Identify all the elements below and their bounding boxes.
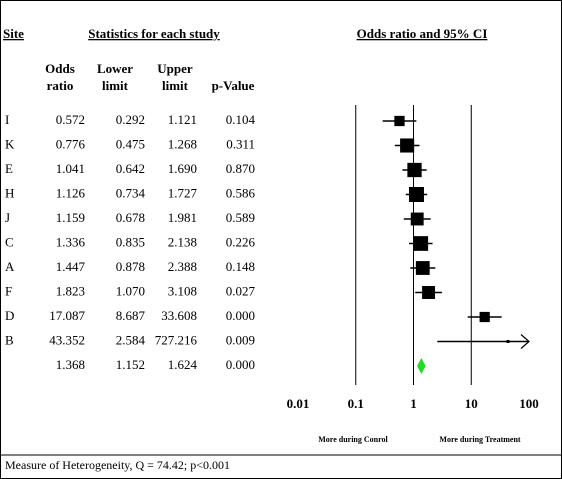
p-cell: 0.226: [226, 234, 256, 249]
odds-cell: 1.126: [56, 185, 86, 200]
odds-cell: 1.336: [56, 234, 86, 249]
lower-cell: 0.835: [116, 234, 145, 249]
stats-header: Statistics for each study: [88, 26, 220, 41]
column-header: Odds: [45, 61, 75, 76]
odds-box: [400, 138, 415, 153]
upper-cell: 2.138: [168, 234, 197, 249]
summary-cell: 1.368: [56, 357, 85, 372]
odds-box: [410, 212, 424, 226]
upper-cell: 2.388: [168, 259, 197, 274]
p-cell: 0.586: [226, 185, 256, 200]
site-header: Site: [3, 26, 24, 41]
lower-cell: 0.734: [116, 185, 146, 200]
odds-cell: 0.776: [56, 136, 86, 151]
column-header: limit: [102, 78, 129, 93]
x-tick-label: 0.01: [287, 396, 310, 411]
lower-cell: 0.878: [116, 259, 145, 274]
site-label: J: [5, 210, 10, 225]
site-label: I: [5, 112, 9, 127]
column-header: p-Value: [212, 78, 255, 93]
lower-cell: 1.070: [116, 283, 145, 298]
odds-cell: 1.041: [56, 161, 85, 176]
x-tick-label: 100: [519, 396, 539, 411]
site-label: F: [5, 283, 12, 298]
upper-cell: 33.608: [161, 308, 197, 323]
summary-cell: 1.624: [168, 357, 198, 372]
left-note: More during Conrol: [318, 435, 388, 444]
odds-box: [506, 340, 510, 343]
site-label: C: [5, 234, 14, 249]
p-cell: 0.311: [226, 136, 255, 151]
odds-box: [415, 261, 430, 275]
upper-cell: 3.108: [168, 283, 197, 298]
site-label: E: [5, 161, 13, 176]
odds-box: [422, 286, 436, 299]
p-cell: 0.027: [226, 283, 256, 298]
p-cell: 0.000: [226, 308, 255, 323]
p-cell: 0.148: [226, 259, 255, 274]
p-cell: 0.589: [226, 210, 255, 225]
odds-box: [407, 162, 422, 178]
odds-box: [394, 115, 405, 127]
column-header: ratio: [47, 78, 74, 93]
odds-box: [408, 187, 424, 202]
x-tick-label: 0.1: [348, 396, 364, 411]
odds-cell: 43.352: [49, 332, 85, 347]
upper-cell: 1.121: [168, 112, 197, 127]
column-header: Lower: [97, 61, 133, 76]
column-header: limit: [162, 78, 189, 93]
odds-box: [479, 311, 490, 323]
summary-diamond: [417, 358, 426, 374]
lower-cell: 2.584: [116, 332, 146, 347]
upper-cell: 1.268: [168, 136, 197, 151]
plot-header: Odds ratio and 95% CI: [357, 26, 488, 41]
summary-cell: 1.152: [116, 357, 145, 372]
lower-cell: 0.475: [116, 136, 145, 151]
x-tick-label: 1: [410, 396, 417, 411]
upper-cell: 1.727: [168, 185, 198, 200]
site-label: A: [5, 259, 15, 274]
site-label: D: [5, 308, 14, 323]
summary-cell: 0.000: [226, 357, 255, 372]
odds-cell: 1.447: [56, 259, 86, 274]
x-tick-label: 10: [465, 396, 478, 411]
lower-cell: 0.292: [116, 112, 145, 127]
odds-cell: 17.087: [49, 308, 85, 323]
p-cell: 0.870: [226, 161, 255, 176]
ci-arrow: [520, 334, 530, 349]
site-label: H: [5, 185, 14, 200]
odds-cell: 1.823: [56, 283, 85, 298]
upper-cell: 1.981: [168, 210, 197, 225]
upper-cell: 727.216: [155, 332, 198, 347]
upper-cell: 1.690: [168, 161, 197, 176]
p-cell: 0.009: [226, 332, 255, 347]
odds-cell: 0.572: [56, 112, 85, 127]
footer: Measure of Heterogeneity, Q = 74.42; p<0…: [5, 458, 230, 472]
right-note: More during Treatment: [439, 435, 521, 444]
lower-cell: 0.642: [116, 161, 145, 176]
odds-box: [413, 236, 429, 251]
column-header: Upper: [157, 61, 193, 76]
lower-cell: 8.687: [116, 308, 146, 323]
odds-cell: 1.159: [56, 210, 85, 225]
site-label: B: [5, 332, 14, 347]
lower-cell: 0.678: [116, 210, 145, 225]
p-cell: 0.104: [226, 112, 256, 127]
site-label: K: [5, 136, 15, 151]
